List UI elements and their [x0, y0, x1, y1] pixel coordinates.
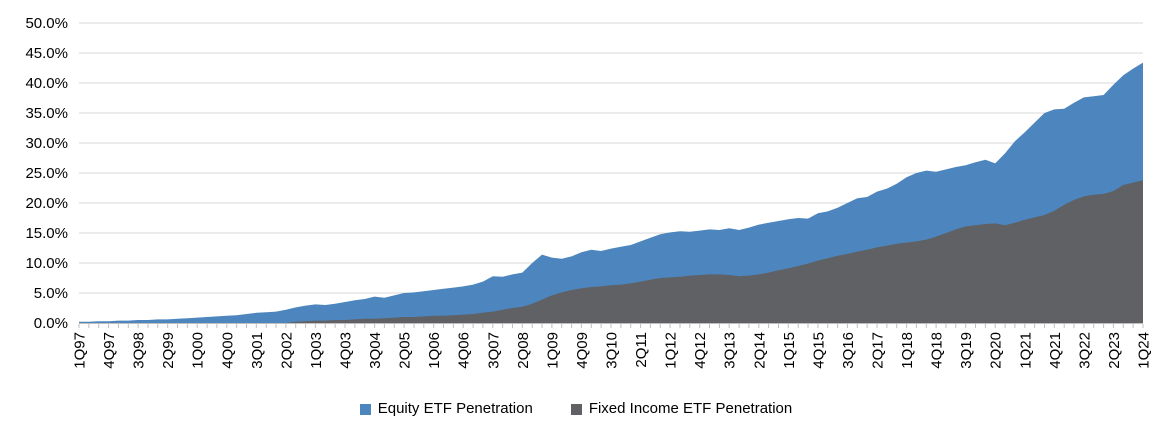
legend-swatch-fixed-income-icon [570, 403, 582, 415]
x-axis-label: 2Q14 [751, 332, 768, 369]
y-axis-label: 50.0% [25, 15, 68, 32]
x-axis-label: 3Q98 [131, 332, 148, 369]
x-axis-label: 4Q97 [101, 332, 118, 369]
y-axis-label: 5.0% [34, 285, 68, 302]
x-axis-label: 1Q97 [72, 332, 89, 369]
x-axis-label: 3Q16 [840, 332, 857, 369]
y-axis-label: 35.0% [25, 105, 68, 122]
x-axis-label: 2Q08 [515, 332, 532, 369]
x-axis-label: 1Q24 [1136, 332, 1152, 369]
legend-label-fixed-income: Fixed Income ETF Penetration [588, 400, 793, 417]
x-axis-label: 2Q17 [870, 332, 887, 369]
x-axis-label: 4Q09 [574, 332, 591, 369]
x-axis-label: 4Q15 [810, 332, 827, 369]
x-axis-label: 4Q18 [929, 332, 946, 369]
x-axis-label: 3Q13 [722, 332, 739, 369]
x-axis-label: 1Q18 [899, 332, 916, 369]
x-axis-label: 2Q99 [160, 332, 177, 369]
x-axis-label: 3Q04 [367, 332, 384, 369]
x-axis-label: 4Q21 [1047, 332, 1064, 369]
x-axis-label: 4Q03 [338, 332, 355, 369]
x-axis-label: 1Q00 [190, 332, 207, 369]
y-axis-label: 15.0% [25, 225, 68, 242]
legend-item-equity: Equity ETF Penetration [359, 399, 533, 419]
x-axis-label: 2Q23 [1106, 332, 1123, 369]
x-axis-label: 1Q12 [663, 332, 680, 369]
x-axis-label: 3Q07 [485, 332, 502, 369]
area-chart-plot: 0.0% 5.0% 10.0% 15.0% 20.0% 25.0% 30.0% 35.0% 40… [25, 15, 1152, 369]
x-axis-label: 2Q02 [278, 332, 295, 369]
x-axis-label: 3Q19 [958, 332, 975, 369]
x-axis-label: 1Q03 [308, 332, 325, 369]
y-axis-label: 40.0% [25, 75, 68, 92]
x-axis-label: 4Q06 [456, 332, 473, 369]
legend-swatch-equity-icon [359, 403, 371, 415]
x-axis-label: 1Q06 [426, 332, 443, 369]
x-axis-label: 3Q22 [1076, 332, 1093, 369]
x-axis-label: 2Q11 [633, 332, 650, 368]
y-axis-label: 10.0% [25, 255, 68, 272]
legend-label-equity: Equity ETF Penetration [377, 400, 533, 417]
x-axis-label: 2Q20 [988, 332, 1005, 369]
chart-legend: Equity ETF Penetration Fixed Income ETF … [0, 399, 1152, 419]
x-axis-label: 4Q00 [219, 332, 236, 369]
y-axis-label: 30.0% [25, 135, 68, 152]
x-axis-label: 3Q10 [604, 332, 621, 369]
legend-item-fixed-income: Fixed Income ETF Penetration [570, 399, 793, 419]
fixed-income-area-series [79, 180, 1143, 323]
x-axis-label: 1Q15 [781, 332, 798, 369]
y-axis-label: 20.0% [25, 195, 68, 212]
x-axis-label: 4Q12 [692, 332, 709, 369]
x-axis-label: 1Q21 [1017, 332, 1034, 369]
x-axis-label: 3Q01 [249, 332, 266, 369]
x-axis-label: 2Q05 [397, 332, 414, 369]
x-axis-label: 1Q09 [544, 332, 561, 369]
y-axis-label: 45.0% [25, 45, 68, 62]
y-axis-label: 0.0% [34, 315, 68, 332]
y-axis-label: 25.0% [25, 165, 68, 182]
